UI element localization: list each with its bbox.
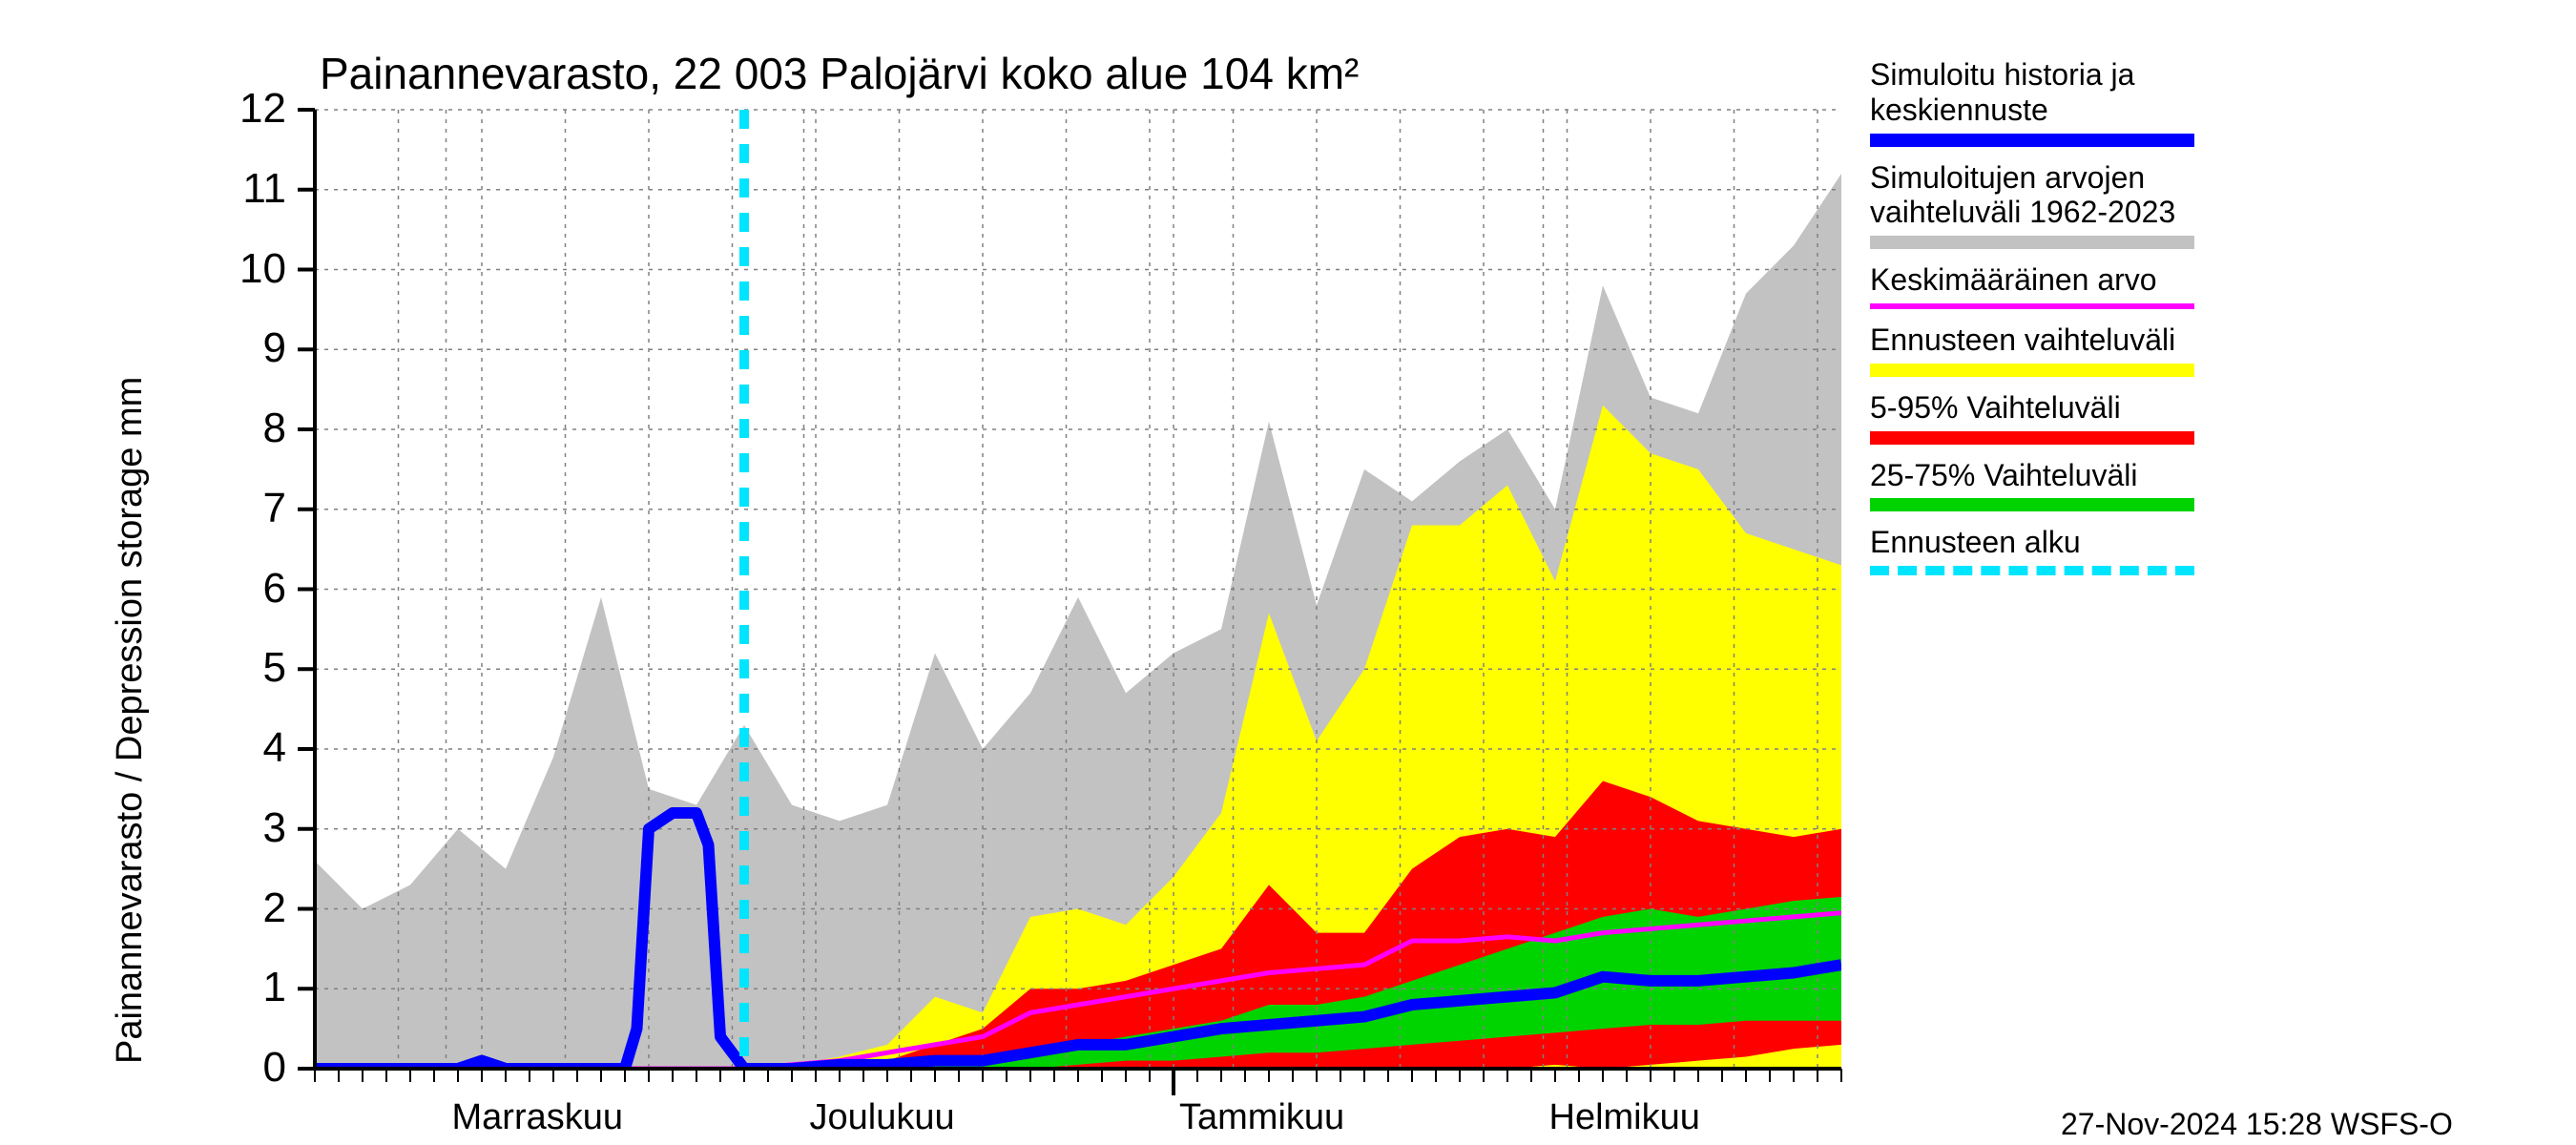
legend-swatch [1870, 431, 2194, 445]
x-tick: Helmikuu [1549, 1097, 1700, 1138]
x-tick-sub: 2024 [452, 1141, 533, 1145]
legend-text: 5-95% Vaihteluväli [1870, 390, 2194, 426]
legend-text: Simuloitujen arvojen vaihteluväli 1962-2… [1870, 160, 2194, 231]
legend-item: 25-75% Vaihteluväli [1870, 458, 2194, 512]
y-tick: 9 [229, 324, 286, 372]
y-tick: 3 [229, 804, 286, 852]
x-tick-sub: February [1549, 1141, 1694, 1145]
y-tick: 8 [229, 405, 286, 452]
legend-item: 5-95% Vaihteluväli [1870, 390, 2194, 445]
x-tick: Marraskuu [452, 1097, 624, 1138]
legend-item: Keskimääräinen arvo [1870, 262, 2194, 309]
legend-swatch [1870, 134, 2194, 147]
legend: Simuloitu historia ja keskiennuste Simulo… [1870, 57, 2194, 589]
y-tick: 4 [229, 724, 286, 772]
legend-text: Simuloitu historia ja keskiennuste [1870, 57, 2194, 128]
legend-swatch [1870, 498, 2194, 511]
y-tick: 10 [229, 245, 286, 293]
y-tick: 2 [229, 885, 286, 932]
chart-container: Painannevarasto / Depression storage mm … [0, 0, 2576, 1145]
timestamp-label: 27-Nov-2024 15:28 WSFS-O [2061, 1107, 2453, 1142]
legend-swatch [1870, 236, 2194, 249]
legend-swatch [1870, 303, 2194, 309]
y-tick: 12 [229, 85, 286, 133]
x-tick: Tammikuu [1179, 1097, 1344, 1138]
y-tick: 5 [229, 644, 286, 692]
y-tick: 0 [229, 1044, 286, 1092]
legend-item: Ennusteen alku [1870, 525, 2194, 575]
legend-text: Keskimääräinen arvo [1870, 262, 2194, 298]
x-tick: Joulukuu [810, 1097, 955, 1138]
legend-item: Simuloitu historia ja keskiennuste [1870, 57, 2194, 147]
legend-text: 25-75% Vaihteluväli [1870, 458, 2194, 493]
y-tick: 6 [229, 565, 286, 613]
legend-swatch [1870, 364, 2194, 377]
legend-item: Ennusteen vaihteluväli [1870, 323, 2194, 377]
y-tick: 1 [229, 964, 286, 1011]
x-tick-sub: 2025 [1179, 1141, 1260, 1145]
legend-item: Simuloitujen arvojen vaihteluväli 1962-2… [1870, 160, 2194, 250]
x-tick-sub: December [810, 1141, 977, 1145]
legend-swatch [1870, 566, 2194, 575]
legend-text: Ennusteen vaihteluväli [1870, 323, 2194, 358]
y-tick: 7 [229, 485, 286, 532]
legend-text: Ennusteen alku [1870, 525, 2194, 560]
y-tick: 11 [229, 165, 286, 213]
